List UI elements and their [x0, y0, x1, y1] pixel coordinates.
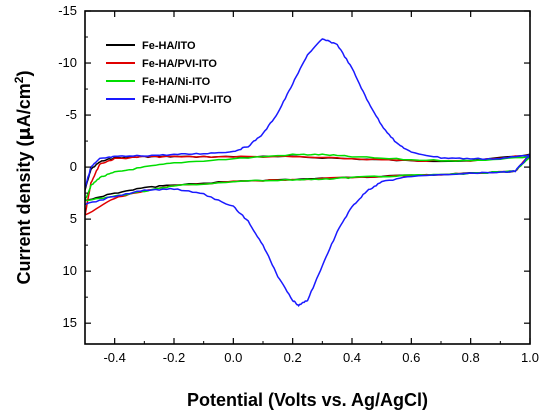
y-axis-title-unit: A/cm: [14, 83, 34, 127]
y-tick-label: 15: [63, 315, 77, 330]
y-tick-label: 0: [70, 159, 77, 174]
series-line-2: [85, 154, 530, 216]
y-axis-title: Current density (μA/cm2): [12, 71, 35, 285]
plot-frame: [84, 10, 531, 345]
series-line-4: [85, 38, 530, 308]
series-line-1: [85, 153, 530, 202]
y-tick-label: -15: [58, 3, 77, 18]
x-tick-label: -0.2: [163, 350, 185, 365]
x-tick-label: 0.0: [224, 350, 242, 365]
y-tick-label: -5: [65, 107, 77, 122]
y-tick-label: 5: [70, 211, 77, 226]
x-axis-title: Potential (Volts vs. Ag/AgCl): [187, 390, 428, 410]
legend-label-2: Fe-HA/PVI-ITO: [142, 58, 217, 70]
legend: Fe-HA/ITO Fe-HA/PVI-ITO Fe-HA/Ni-ITO Fe-HA/…: [106, 40, 232, 106]
y-axis-title-mu: μ: [14, 127, 35, 140]
series-layer: [85, 38, 530, 308]
x-tick-label: 0.2: [284, 350, 302, 365]
legend-label-4: Fe-HA/Ni-PVI-ITO: [142, 94, 232, 106]
x-tick-label: -0.4: [103, 350, 125, 365]
x-tick-label: 1.0: [521, 350, 539, 365]
x-tick-label: 0.4: [343, 350, 361, 365]
x-tick-label: 0.8: [462, 350, 480, 365]
legend-label-3: Fe-HA/Ni-ITO: [142, 76, 211, 88]
x-tick-label: 0.6: [402, 350, 420, 365]
y-tick-label: 10: [63, 263, 77, 278]
series-line-3: [85, 153, 530, 202]
y-axis-title-prefix: Current density (: [14, 140, 34, 284]
y-axis-title-suffix: ): [14, 71, 34, 77]
y-axis-title-sup: 2: [12, 76, 26, 83]
ticks-layer: -0.4 -0.2 0.0 0.2 0.4 0.6 0.8 1.0 -15 -10 -5 0 5 10 15: [58, 3, 539, 365]
legend-label-1: Fe-HA/ITO: [142, 40, 196, 52]
y-tick-label: -10: [58, 55, 77, 70]
